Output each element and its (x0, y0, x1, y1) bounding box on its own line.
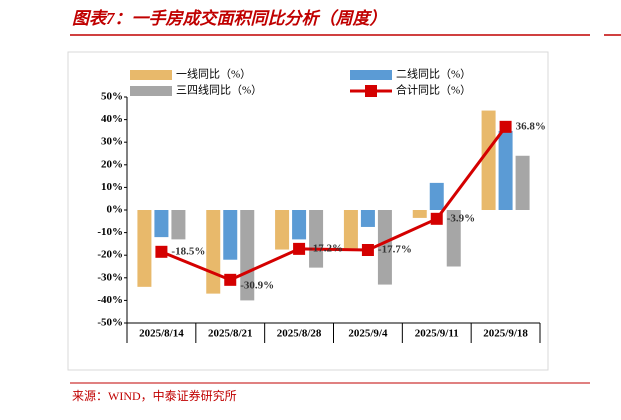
legend-label: 合计同比（%） (396, 83, 471, 97)
y-tick-label: -30% (97, 271, 123, 283)
x-tick-label: 2025/9/18 (483, 328, 528, 340)
value-label: -3.9% (447, 212, 475, 224)
chart-frame (67, 51, 549, 371)
bar (206, 210, 221, 294)
bar (498, 130, 513, 210)
value-label: 36.8% (516, 120, 546, 132)
marker (293, 242, 306, 255)
bar (275, 210, 290, 250)
value-label: -18.5% (171, 245, 205, 257)
y-tick-label: 20% (101, 158, 123, 170)
bar (309, 210, 324, 268)
marker (224, 273, 237, 286)
bar (292, 210, 307, 240)
bar (429, 182, 444, 210)
bar (412, 210, 427, 218)
x-tick-label: 2025/9/11 (415, 328, 459, 340)
bar (446, 210, 461, 267)
line (160, 125, 507, 282)
marker (499, 120, 512, 133)
x-tick-label: 2025/8/28 (277, 328, 322, 340)
y-tick-label: -40% (97, 294, 123, 306)
y-tick-label: 30% (101, 136, 123, 148)
bar (360, 210, 375, 227)
y-tick-label: -50% (97, 317, 123, 329)
x-tick-label: 2025/9/4 (348, 328, 388, 340)
legend-swatch (350, 70, 392, 80)
bar (481, 110, 496, 210)
y-tick-label: -10% (97, 226, 123, 238)
legend-swatch (130, 86, 172, 96)
bar (154, 210, 169, 238)
x-tick-label: 2025/8/14 (139, 328, 184, 340)
marker (361, 244, 374, 257)
figure-title: 图表7：一手房成交面积同比分析（周度） (72, 9, 387, 28)
bar (343, 210, 358, 249)
bar (223, 210, 238, 260)
y-tick-label: -20% (97, 249, 123, 261)
legend-label: 三四线同比（%） (176, 83, 262, 97)
legend-swatch (130, 70, 172, 80)
y-tick-label: 50% (101, 91, 123, 103)
legend-marker (365, 85, 377, 97)
legend-label: 一线同比（%） (176, 67, 251, 81)
value-label: -17.7% (378, 244, 412, 256)
bar (377, 210, 392, 285)
bar (240, 210, 255, 301)
y-tick-label: 0% (107, 204, 124, 216)
bar (137, 210, 152, 287)
bar (171, 210, 186, 240)
x-tick-label: 2025/8/21 (208, 328, 253, 340)
bar (515, 155, 530, 210)
value-label: -30.9% (240, 279, 274, 291)
marker (155, 245, 168, 258)
value-label: -17.2% (309, 242, 343, 254)
source: 来源：WIND，中泰证券研究所 (72, 388, 237, 403)
legend-label: 二线同比（%） (396, 67, 471, 81)
y-tick-label: 40% (101, 113, 123, 125)
y-tick-label: 10% (101, 181, 123, 193)
marker (430, 212, 443, 225)
